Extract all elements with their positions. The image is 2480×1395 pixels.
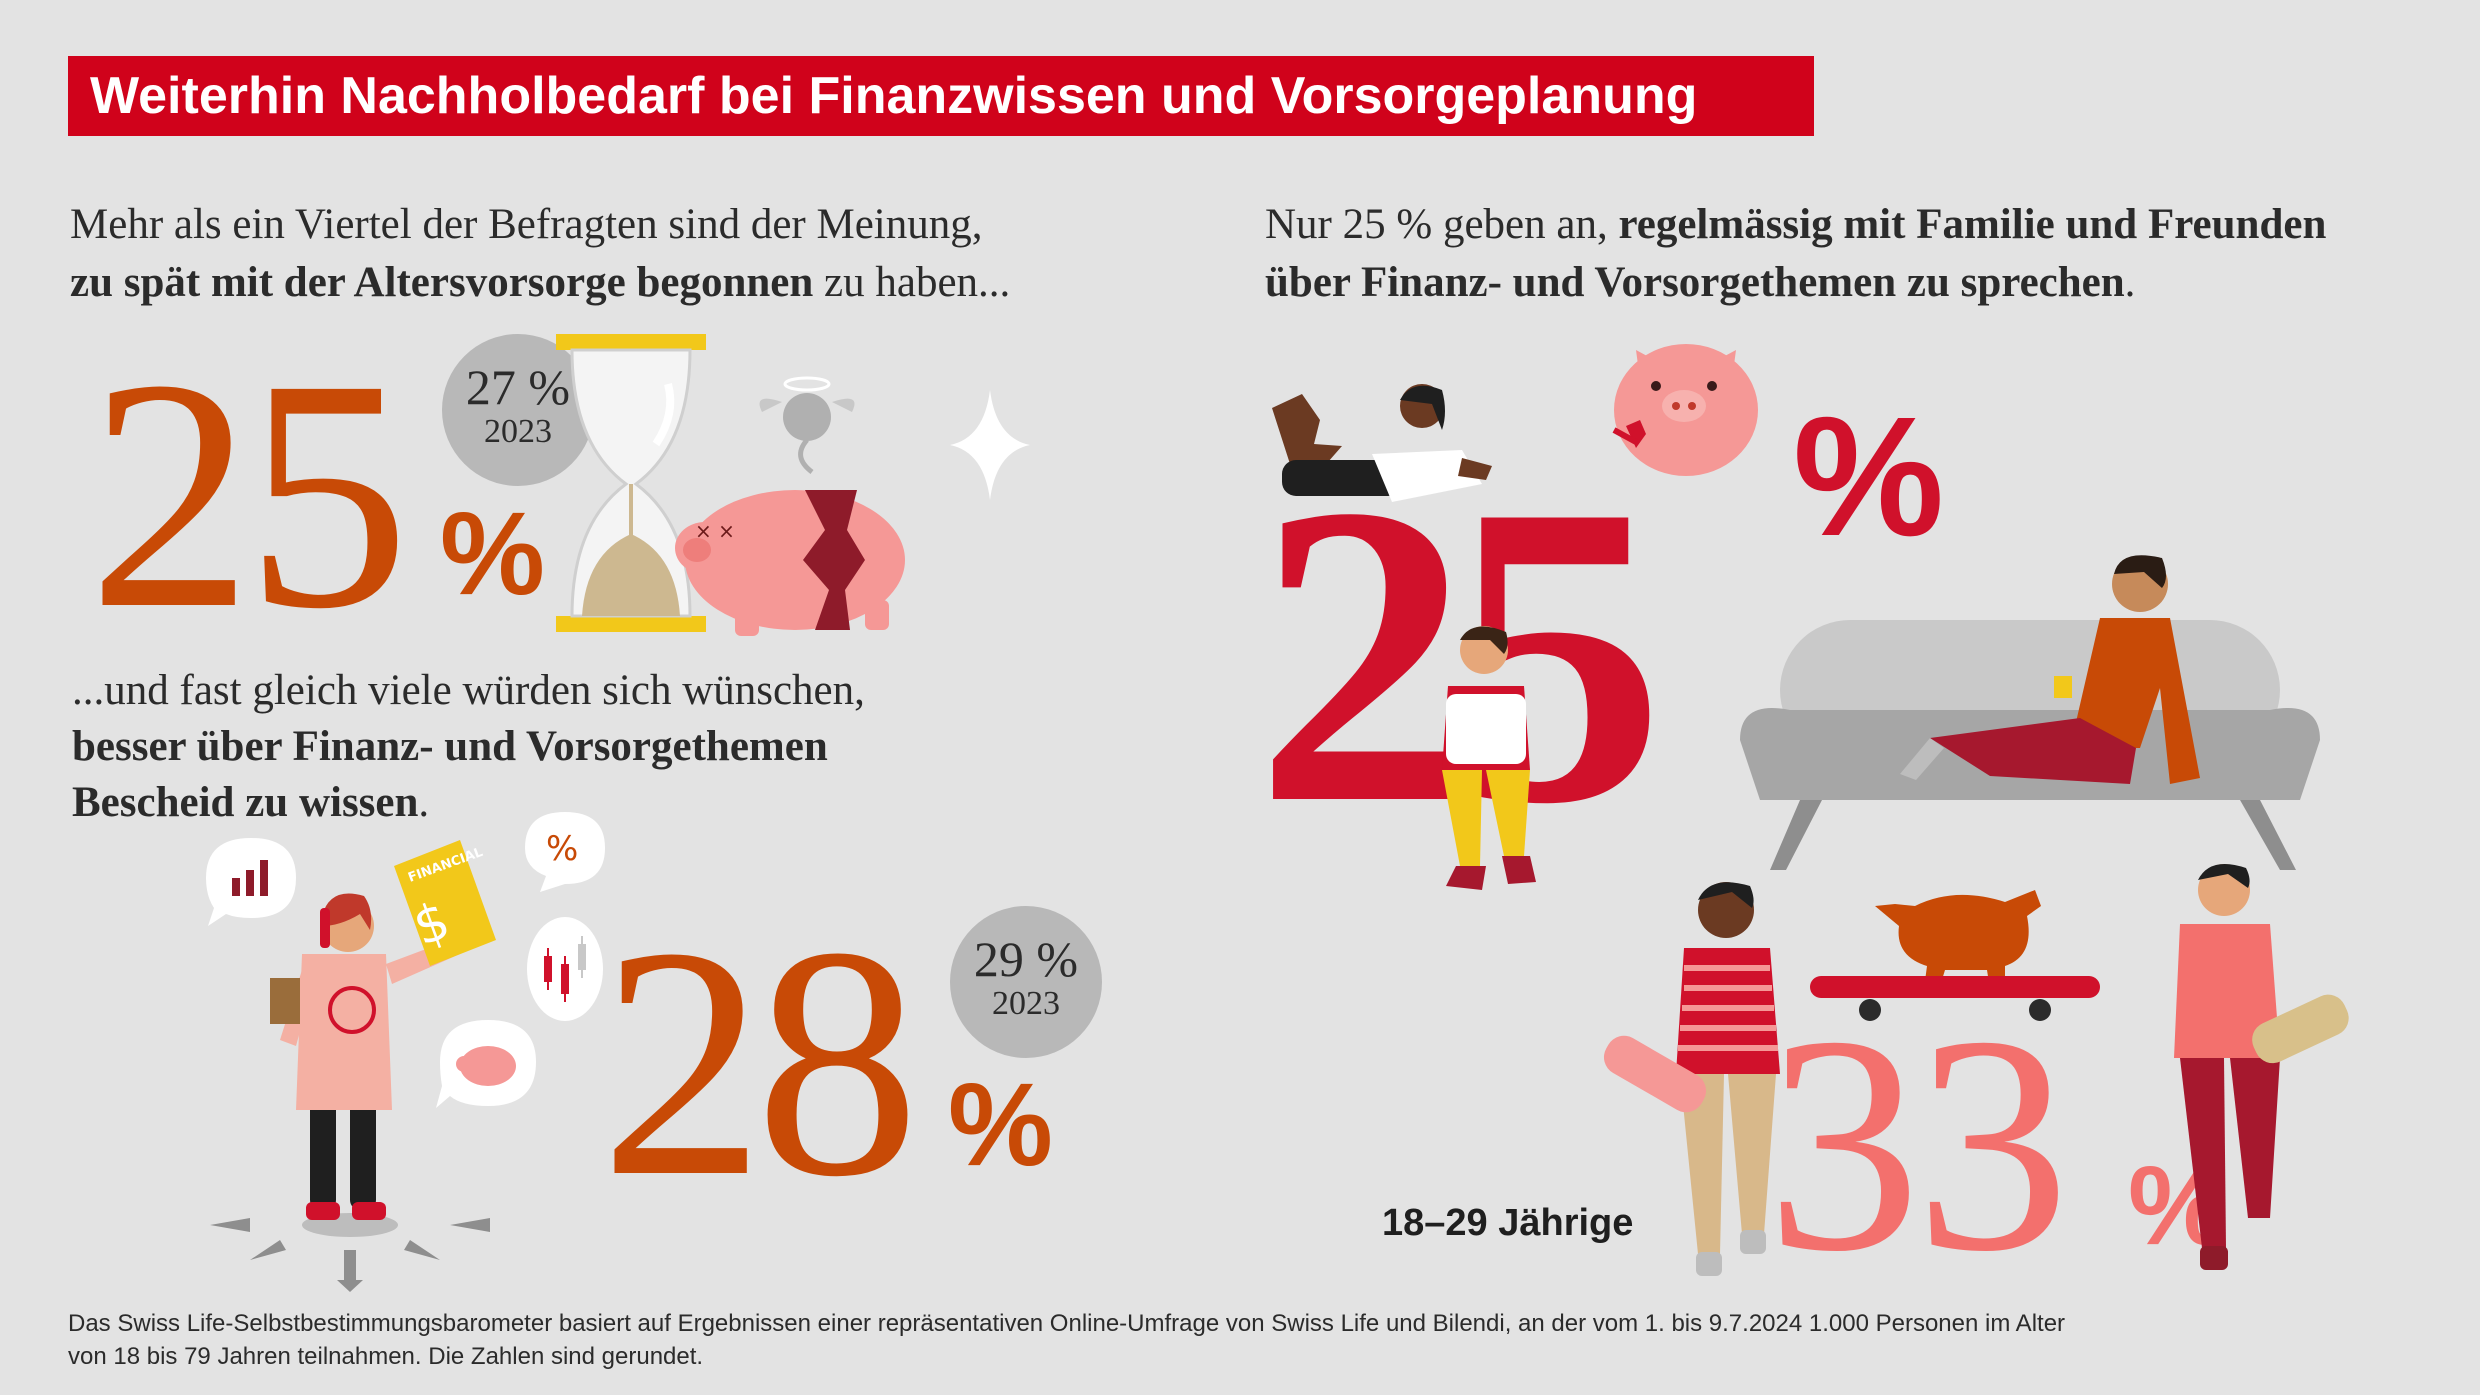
bar-chart-bubble-icon bbox=[206, 838, 296, 926]
left-top-line1: Mehr als ein Viertel der Befragten sind … bbox=[70, 201, 983, 248]
badge-2023-knowledge-wish-year: 2023 bbox=[992, 985, 1060, 1022]
skateboard-icon bbox=[1810, 976, 2100, 1021]
left-bottom-line3: Bescheid zu wissen. bbox=[72, 774, 429, 832]
stat-young-value: 33 bbox=[1766, 973, 2070, 1316]
badge-2023-late-start: 27 % 2023 bbox=[442, 334, 594, 486]
right-line2-rest: . bbox=[2124, 259, 2136, 306]
candlestick-bubble-icon bbox=[527, 917, 603, 1021]
piggy-bank-broken-icon: × × bbox=[675, 490, 905, 636]
kid-sitting-illustration bbox=[1442, 626, 1536, 890]
badge-2023-late-start-year: 2023 bbox=[484, 413, 552, 450]
stat-knowledge-wish-value: 28 bbox=[600, 880, 920, 1245]
angel-pig-icon bbox=[759, 376, 855, 474]
right-line2-bold: über Finanz- und Vorsorgethemen zu sprec… bbox=[1265, 259, 2125, 306]
stat-late-start-unit: % bbox=[440, 488, 545, 620]
right-line1: Nur 25 % geben an, regelmässig mit Famil… bbox=[1265, 196, 2326, 254]
footnote-line1: Das Swiss Life-Selbstbestimmungsbaromete… bbox=[68, 1310, 2066, 1337]
left-bottom-line2: besser über Finanz- und Vorsorgethemen bbox=[72, 718, 828, 776]
left-top-line2-bold: zu spät mit der Altersvorsorge begonnen bbox=[70, 259, 814, 306]
svg-text:× ×: × × bbox=[695, 519, 735, 543]
young-age-label: 18–29 Jährige bbox=[1382, 1202, 1634, 1244]
badge-2023-knowledge-wish-value: 29 % bbox=[973, 931, 1079, 987]
hourglass-icon bbox=[556, 334, 706, 632]
pig-bubble-icon bbox=[436, 1020, 536, 1108]
left-bottom-line3-bold: Bescheid zu wissen bbox=[72, 779, 419, 826]
boy-with-skateboard-illustration bbox=[1603, 882, 1780, 1276]
page-title: Weiterhin Nachholbedarf bei Finanzwissen… bbox=[68, 56, 1814, 136]
svg-text:%: % bbox=[546, 829, 578, 869]
stat-knowledge-wish-unit: % bbox=[948, 1059, 1053, 1191]
footnote: Das Swiss Life-Selbstbestimmungsbaromete… bbox=[68, 1307, 2408, 1373]
badge-2023-knowledge-wish: 29 % 2023 bbox=[950, 906, 1102, 1058]
percent-bubble-icon: % bbox=[525, 812, 605, 892]
woman-with-book-illustration: FINANCIAL $ bbox=[210, 840, 496, 1292]
piggy-bank-icon bbox=[1612, 344, 1758, 476]
left-bottom-line2-bold: besser über Finanz- und Vorsorgethemen bbox=[72, 723, 828, 770]
right-line1-bold: regelmässig mit Familie und Freunden bbox=[1618, 201, 2327, 248]
bull-icon bbox=[1875, 890, 2041, 996]
left-top-line2-rest: zu haben... bbox=[813, 259, 1011, 306]
right-line1-plain: Nur 25 % geben an, bbox=[1265, 201, 1619, 248]
right-line2: über Finanz- und Vorsorgethemen zu sprec… bbox=[1265, 254, 2135, 312]
badge-2023-late-start-value: 27 % bbox=[465, 359, 571, 415]
sparkle-icon bbox=[950, 390, 1030, 500]
left-bottom-line3-rest: . bbox=[418, 779, 430, 826]
man-with-skateboard-illustration bbox=[2174, 864, 2349, 1270]
left-top-line2: zu spät mit der Altersvorsorge begonnen … bbox=[70, 254, 1010, 312]
man-on-sofa-illustration bbox=[1900, 555, 2200, 784]
stat-talk-unit: % bbox=[1793, 382, 1945, 572]
footnote-line2: von 18 bis 79 Jahren teilnahmen. Die Zah… bbox=[68, 1343, 704, 1370]
stat-late-start-value: 25 bbox=[88, 312, 410, 677]
woman-lying-illustration bbox=[1272, 384, 1492, 502]
left-bottom-line1: ...und fast gleich viele würden sich wün… bbox=[72, 667, 865, 714]
